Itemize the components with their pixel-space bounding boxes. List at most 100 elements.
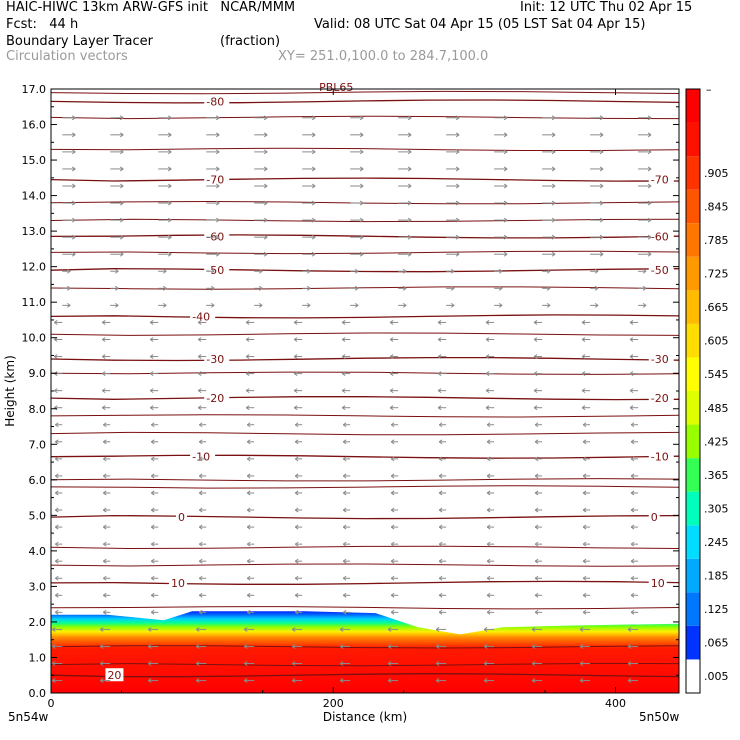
vector-head xyxy=(546,302,551,306)
vector-head xyxy=(407,217,412,221)
colorbar-segment xyxy=(686,156,700,190)
vector-head xyxy=(167,236,172,240)
colorbar-label: .185 xyxy=(704,570,729,583)
vector-head xyxy=(579,663,584,666)
vector-head xyxy=(150,526,155,530)
vector-head xyxy=(245,354,250,357)
vector-head xyxy=(150,441,155,445)
vector-head xyxy=(55,458,59,462)
vector-head xyxy=(149,371,154,375)
vector-head xyxy=(359,117,364,121)
vector-head xyxy=(101,390,106,394)
vector-head xyxy=(72,117,76,121)
vector-head xyxy=(531,644,536,647)
vector-head xyxy=(342,577,347,581)
vector-head xyxy=(534,577,539,581)
temperature-contour xyxy=(50,234,680,239)
colorbar-segment xyxy=(686,189,700,224)
vector-head xyxy=(215,183,220,187)
vector-head xyxy=(102,473,107,477)
vector-head xyxy=(294,492,299,496)
vector-head xyxy=(486,526,491,530)
vector-head xyxy=(551,202,556,206)
vector-head xyxy=(533,320,538,323)
contour-label: -20 xyxy=(206,392,224,405)
vector-head xyxy=(341,356,346,359)
vector-head xyxy=(551,217,556,221)
vector-head xyxy=(149,407,154,411)
isentrope-line xyxy=(50,218,680,223)
vector-head xyxy=(311,200,316,204)
vector-head xyxy=(149,388,154,392)
vector-head xyxy=(245,388,250,392)
vector-head xyxy=(294,490,299,494)
colorbar-label: .725 xyxy=(704,268,729,281)
model-title: HAIC-HIWC 13km ARW-GFS init NCAR/MMM xyxy=(6,0,296,15)
vector-head xyxy=(402,302,407,306)
vector-head xyxy=(198,577,203,581)
vector-head xyxy=(387,661,392,664)
vector-head xyxy=(55,507,59,511)
contour-label: -80 xyxy=(206,95,224,108)
vector-head xyxy=(243,663,248,666)
vector-head xyxy=(359,168,364,172)
vector-head xyxy=(533,356,538,359)
vector-head xyxy=(438,456,443,460)
vector-head xyxy=(119,236,124,240)
vector-head xyxy=(402,285,407,289)
colorbar-label: .485 xyxy=(704,402,729,415)
vector-head xyxy=(534,492,539,496)
vector-head xyxy=(215,234,220,238)
x-axis-label: Distance (km) xyxy=(323,710,407,724)
vector-head xyxy=(102,560,107,564)
vector-head xyxy=(582,526,587,530)
vector-head xyxy=(291,626,296,630)
vector-head xyxy=(354,304,359,308)
vector-head xyxy=(594,270,599,274)
vector-head xyxy=(52,680,56,683)
vector-head xyxy=(407,219,412,223)
vector-head xyxy=(167,134,172,138)
vector-head xyxy=(294,526,299,530)
vector-head xyxy=(243,680,248,683)
vector-head xyxy=(72,132,76,136)
vector-head xyxy=(215,168,220,172)
colorbar-label: .545 xyxy=(704,368,729,381)
vector-head xyxy=(581,320,586,323)
vector-head xyxy=(243,644,248,647)
vector-head xyxy=(534,592,539,596)
vector-head xyxy=(72,185,76,189)
vector-head xyxy=(599,183,604,187)
vector-head xyxy=(359,217,364,221)
vector-head xyxy=(263,149,268,153)
vector-head xyxy=(198,424,203,428)
contour-label: -60 xyxy=(651,230,669,243)
vector-head xyxy=(435,646,440,649)
vector-head xyxy=(245,371,250,375)
vector-head xyxy=(341,405,346,409)
vector-head xyxy=(390,439,395,443)
vector-head xyxy=(485,339,490,342)
vector-head xyxy=(215,185,220,189)
vector-head xyxy=(486,424,491,428)
y-tick-label: 5.0 xyxy=(29,509,47,522)
vector-head xyxy=(531,628,536,632)
vector-head xyxy=(599,200,604,204)
vector-head xyxy=(311,134,316,138)
vector-head xyxy=(630,441,635,445)
colorbar-segment xyxy=(686,223,700,257)
isentrope-line xyxy=(50,332,680,336)
vector-head xyxy=(54,390,58,394)
vector-head xyxy=(630,424,635,428)
vector-head xyxy=(195,663,200,666)
contour-label: -20 xyxy=(651,392,669,405)
vector-head xyxy=(215,151,220,155)
contour-label: -50 xyxy=(206,264,224,277)
vector-head xyxy=(294,422,299,426)
vector-head xyxy=(551,219,556,223)
vector-head xyxy=(246,611,251,615)
vector-head xyxy=(102,543,107,547)
vector-head xyxy=(647,202,652,206)
vector-head xyxy=(581,337,586,340)
vector-head xyxy=(407,200,412,204)
